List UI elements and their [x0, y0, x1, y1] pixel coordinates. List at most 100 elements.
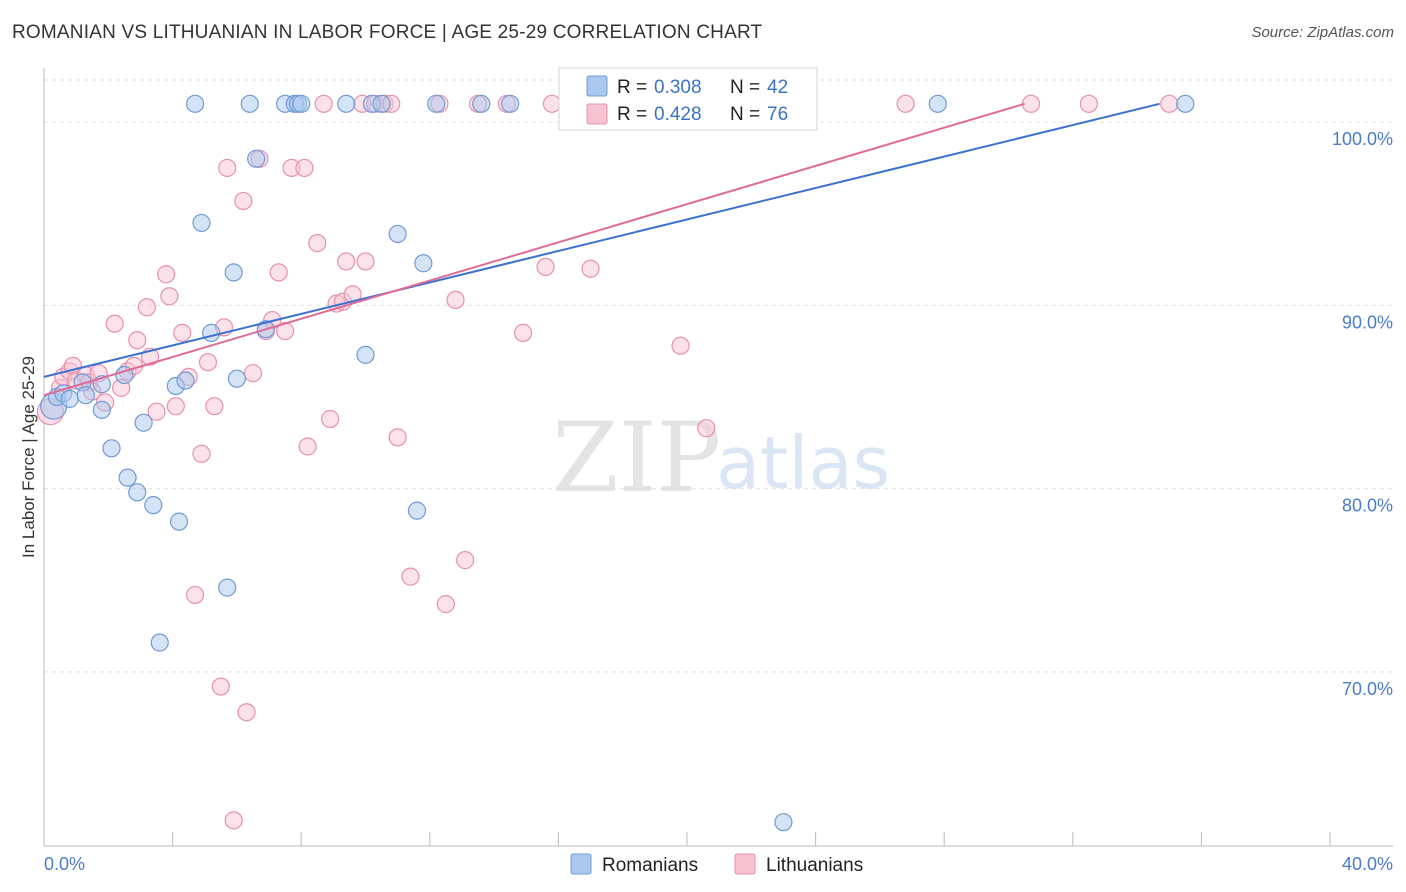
romanians-point: [118, 468, 137, 487]
romanians-point: [472, 94, 491, 113]
lithuanians-point: [697, 419, 716, 438]
romanians-point: [128, 483, 147, 502]
y-tick-label-100: 100.0%: [1332, 129, 1393, 149]
romanians-point: [76, 386, 95, 405]
bottom-legend-lithuanians: Lithuanians: [766, 855, 863, 876]
trendline-lithuanians: [43, 102, 1025, 397]
romanians-point: [150, 633, 169, 652]
lithuanians-point: [314, 94, 333, 113]
legend-lithuanians-r-value: 0.428: [654, 104, 702, 125]
lithuanians-point: [166, 397, 185, 416]
lithuanians-point: [1160, 94, 1179, 113]
lithuanians-point: [128, 331, 147, 350]
romanians-point: [92, 400, 111, 419]
bottom-legend: Romanians Lithuanians: [570, 853, 863, 876]
lithuanians-point: [581, 259, 600, 278]
romanians-point: [227, 369, 246, 388]
lithuanians-point: [186, 585, 205, 605]
legend-lithuanians-n-value: 76: [767, 104, 788, 125]
romanians-point: [407, 501, 427, 520]
lithuanians-point: [671, 336, 690, 355]
romanians-point: [144, 496, 163, 515]
legend-swatch-romanians: [586, 75, 608, 97]
romanians-point: [240, 94, 259, 113]
lithuanians-point: [542, 94, 562, 113]
x-tick-label-0: 0.0%: [44, 854, 85, 874]
x-tick-label-40: 40.0%: [1342, 854, 1393, 874]
x-tick-marks: [43, 832, 1331, 846]
lithuanians-point: [224, 811, 243, 830]
lithuanians-point: [446, 290, 465, 309]
y-tick-label-70: 70.0%: [1342, 679, 1393, 699]
lithuanians-point: [436, 595, 455, 614]
legend-lithuanians-r-label: R =: [617, 104, 647, 125]
romanians-point: [202, 323, 221, 342]
lithuanians-point: [356, 252, 375, 271]
romanians-point: [774, 813, 793, 832]
lithuanians-point: [388, 428, 407, 447]
romanians-point: [218, 578, 237, 597]
lithuanians-point: [243, 364, 263, 383]
romanians-point: [414, 254, 433, 273]
romanians-point: [356, 345, 375, 364]
chart-title: ROMANIAN VS LITHUANIAN IN LABOR FORCE | …: [12, 22, 763, 43]
romanians-point: [134, 413, 153, 432]
romanians-point: [928, 94, 947, 113]
lithuanians-point: [205, 397, 224, 416]
legend-romanians-r-value: 0.308: [654, 77, 702, 98]
romanians-point: [1176, 94, 1195, 113]
romanians-point: [247, 149, 266, 168]
lithuanians-point: [218, 158, 237, 178]
romanians-point: [337, 94, 356, 113]
legend-box: R = 0.308 N = 42 R = 0.428 N = 76: [558, 67, 818, 131]
lithuanians-point: [173, 323, 192, 342]
lithuanians-point: [456, 551, 475, 570]
romanians-point: [186, 94, 205, 113]
lithuanians-point: [308, 233, 327, 253]
bottom-legend-swatch-romanians: [570, 853, 592, 875]
romanians-point: [169, 512, 189, 531]
romanians-point: [224, 263, 243, 282]
lithuanians-point: [1021, 94, 1041, 113]
legend-lithuanians-n-label: N =: [730, 104, 760, 125]
legend-romanians-n-value: 42: [767, 77, 788, 98]
romanians-point: [102, 439, 121, 458]
lithuanians-point: [536, 257, 555, 277]
romanians-point: [427, 94, 446, 113]
lithuanians-point: [160, 287, 179, 306]
lithuanians-point: [192, 444, 211, 463]
lithuanians-point: [147, 402, 166, 421]
romanians-point: [292, 94, 311, 113]
y-axis-label: In Labor Force | Age 25-29: [19, 356, 38, 558]
legend-romanians-n-label: N =: [730, 77, 760, 98]
lithuanians-point: [401, 567, 420, 586]
legend-romanians-r-label: R =: [617, 77, 647, 98]
source-credit: Source: ZipAtlas.com: [1251, 24, 1394, 41]
y-tick-label-80: 80.0%: [1342, 496, 1393, 516]
lithuanians-point: [295, 158, 314, 178]
trendline-romanians: [43, 102, 1160, 378]
lithuanians-point: [137, 298, 156, 317]
romanians-point: [501, 94, 520, 113]
romanians-point: [388, 224, 407, 244]
lithuanians-point: [237, 703, 256, 722]
lithuanians-point: [896, 94, 915, 113]
lithuanians-point: [337, 252, 356, 271]
lithuanians-point: [298, 437, 317, 456]
y-tick-labels: 70.0% 80.0% 90.0% 100.0%: [1332, 129, 1393, 699]
romanians-point: [60, 389, 79, 408]
lithuanians-point: [513, 323, 533, 342]
romanians-point: [192, 213, 211, 233]
bottom-legend-romanians: Romanians: [602, 855, 698, 876]
lithuanians-point: [198, 353, 218, 372]
lithuanians-point: [321, 409, 340, 429]
lithuanians-point: [269, 263, 288, 282]
romanians-point: [176, 371, 195, 390]
legend-swatch-lithuanians: [586, 103, 608, 125]
lithuanians-point: [211, 677, 230, 696]
y-tick-label-90: 90.0%: [1342, 312, 1393, 332]
romanians-point: [372, 94, 391, 113]
watermark-atlas: atlas: [716, 421, 890, 505]
lithuanians-point: [1079, 94, 1098, 113]
